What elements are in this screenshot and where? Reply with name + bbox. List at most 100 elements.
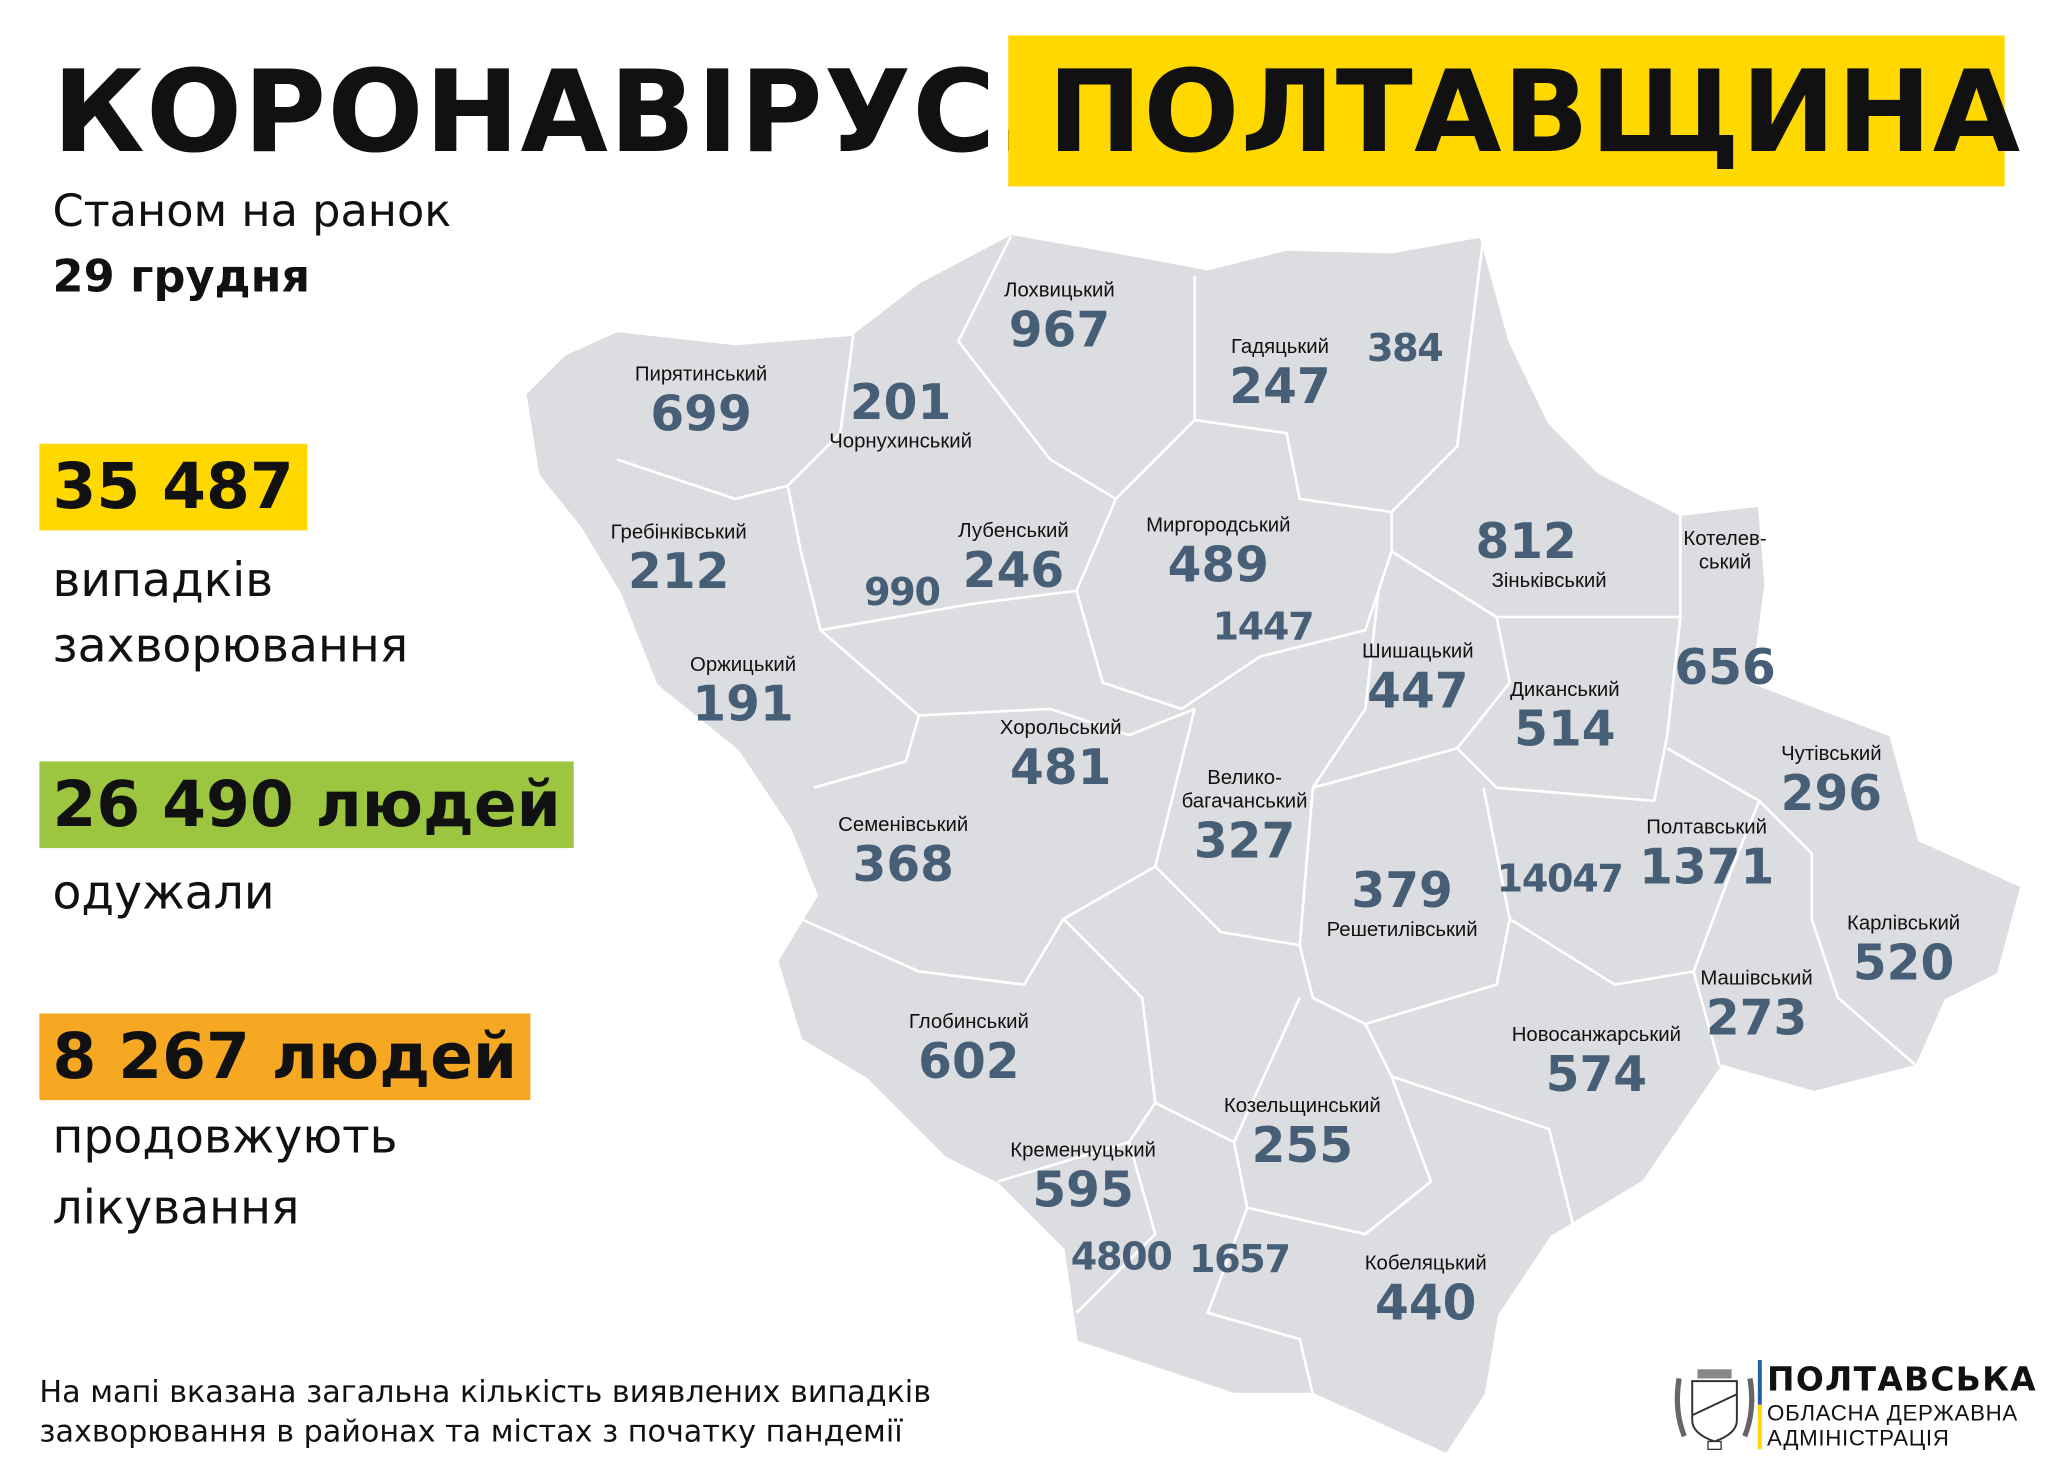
active-label-2: лікування (52, 1181, 300, 1236)
recovered-value: 26 490 людей (39, 761, 574, 849)
district-kozelshchyna: Козельщинський 255 (1224, 1095, 1381, 1174)
city-count-lubny: 990 (864, 569, 941, 615)
district-zinkiv: 812 Зіньківський (1475, 514, 1607, 594)
date: 29 грудня (52, 250, 311, 304)
city-count-horishni-plavni: 1657 (1188, 1236, 1291, 1282)
footer-note: На мапі вказана загальна кількість виявл… (39, 1373, 931, 1452)
district-name: Оржицький (690, 653, 797, 677)
district-name: Козельщинський (1223, 1094, 1381, 1118)
district-name: Зіньківський (1491, 569, 1607, 593)
district-count: 191 (692, 676, 794, 733)
flag-stripe-blue (1757, 1360, 1762, 1405)
district-novi-sanzhary: Новосанжарський 574 (1512, 1024, 1681, 1103)
district-shyshaky: Шишацький 447 (1362, 641, 1474, 720)
district-name: Новосанжарський (1511, 1023, 1682, 1047)
district-kotelva: Котелев-ський 656 (1674, 528, 1775, 696)
district-count: 379 (1351, 862, 1453, 919)
district-name: Лохвицький (1004, 279, 1115, 302)
district-lubny: Лубенський 246 (958, 520, 1068, 599)
district-count: 368 (852, 836, 954, 893)
district-name: Кобеляцький (1364, 1252, 1487, 1275)
district-pyriatyn: Пирятинський 699 (635, 364, 767, 443)
district-name-2: ський (1698, 551, 1752, 574)
flag-stripe-yellow (1757, 1404, 1762, 1450)
district-name: Карлівський (1846, 912, 1961, 935)
district-khorol: Хорольський 481 (1000, 717, 1122, 796)
cases-label-2: захворювання (52, 619, 409, 674)
district-name: Шишацький (1362, 640, 1474, 663)
district-name: Лубенський (958, 519, 1069, 543)
district-count: 595 (1032, 1161, 1134, 1219)
district-orzhytsia: Оржицький 191 (690, 654, 796, 733)
district-count: 699 (650, 385, 752, 443)
district-mashivka: Машівський 273 (1700, 968, 1812, 1047)
district-count: 967 (1008, 301, 1111, 359)
logo-line-2: ОБЛАСНА ДЕРЖАВНА (1767, 1400, 2018, 1426)
district-poltava: Полтавський 1371 (1639, 817, 1774, 896)
title-region-box: ПОЛТАВЩИНА (1008, 35, 2020, 187)
district-count: 212 (628, 543, 730, 600)
logo-line-3: АДМІНІСТРАЦІЯ (1767, 1425, 1950, 1451)
district-name: Пирятинський (634, 363, 768, 386)
district-count: 514 (1514, 701, 1616, 758)
district-count: 489 (1167, 536, 1269, 594)
district-count: 574 (1545, 1046, 1648, 1103)
district-name: Хорольський (999, 716, 1122, 740)
district-name: Глобинський (908, 1010, 1029, 1034)
district-reshetylivka: 379 Решетилівський (1326, 862, 1478, 943)
district-name: Диканський (1510, 678, 1620, 702)
district-name: Велико- (1207, 766, 1282, 790)
district-count: 812 (1475, 513, 1577, 570)
active-label-1: продовжують (52, 1110, 398, 1165)
active-value: 8 267 людей (39, 1013, 531, 1101)
district-karlivka: Карлівський 520 (1847, 912, 1960, 991)
district-kobeliaky: Кобеляцький 440 (1365, 1252, 1487, 1331)
recovered-label: одужали (52, 866, 275, 921)
city-count-myrhorod: 1447 (1212, 603, 1315, 649)
district-count: 481 (1010, 739, 1112, 796)
footer-line-2: захворювання в районах та містах з почат… (39, 1415, 903, 1450)
district-count: 1371 (1639, 838, 1775, 896)
district-chornukhy: 201 Чорнухинський (829, 375, 972, 454)
district-lokhvytsia: Лохвицький 967 (1004, 280, 1115, 359)
cases-value: 35 487 (39, 443, 307, 531)
cases-label-1: випадків (52, 554, 274, 608)
district-name: Чорнухинський (829, 430, 972, 453)
district-name: Решетилівський (1326, 918, 1478, 942)
footer-line-1: На мапі вказана загальна кількість виявл… (39, 1375, 931, 1410)
district-velyka-bahachka: Велико-багачанський 327 (1182, 767, 1308, 869)
district-count: 440 (1375, 1274, 1477, 1332)
district-kremenchuk: Кременчуцький 595 (1010, 1140, 1156, 1219)
district-name: Чутівський (1781, 743, 1882, 766)
district-count: 246 (962, 542, 1065, 599)
date-prefix: Станом на ранок (52, 185, 452, 238)
district-count: 247 (1229, 358, 1331, 415)
district-count: 201 (849, 374, 952, 431)
district-dykanka: Диканський 514 (1510, 679, 1619, 758)
district-count: 296 (1780, 765, 1883, 822)
district-count: 273 (1705, 989, 1808, 1047)
district-name: Полтавський (1646, 816, 1768, 839)
district-name: Гадяцький (1231, 336, 1329, 359)
district-borders (616, 235, 1918, 1395)
city-count-kremenchuk: 4800 (1070, 1234, 1173, 1279)
district-count: 447 (1367, 662, 1469, 720)
district-myrhorod: Миргородський 489 (1146, 515, 1290, 594)
city-count-hadiach: 384 (1366, 325, 1444, 371)
district-name: Гребінківський (610, 521, 747, 544)
district-hadiach: Гадяцький 247 (1229, 336, 1330, 415)
district-name: Миргородський (1146, 514, 1291, 537)
district-count: 255 (1251, 1117, 1354, 1174)
city-count-poltava: 14047 (1496, 855, 1624, 901)
district-name: Кременчуцький (1010, 1139, 1156, 1162)
district-semenivka: Семенівський 368 (838, 814, 968, 893)
district-count: 520 (1852, 934, 1955, 992)
district-name: Машівський (1700, 967, 1813, 990)
district-name-2: багачанський (1181, 790, 1308, 813)
district-hrebinka: Гребінківський 212 (611, 521, 747, 600)
title-region: ПОЛТАВЩИНА (1047, 47, 2022, 179)
district-chutove: Чутівський 296 (1781, 743, 1882, 822)
district-count: 602 (918, 1033, 1020, 1090)
